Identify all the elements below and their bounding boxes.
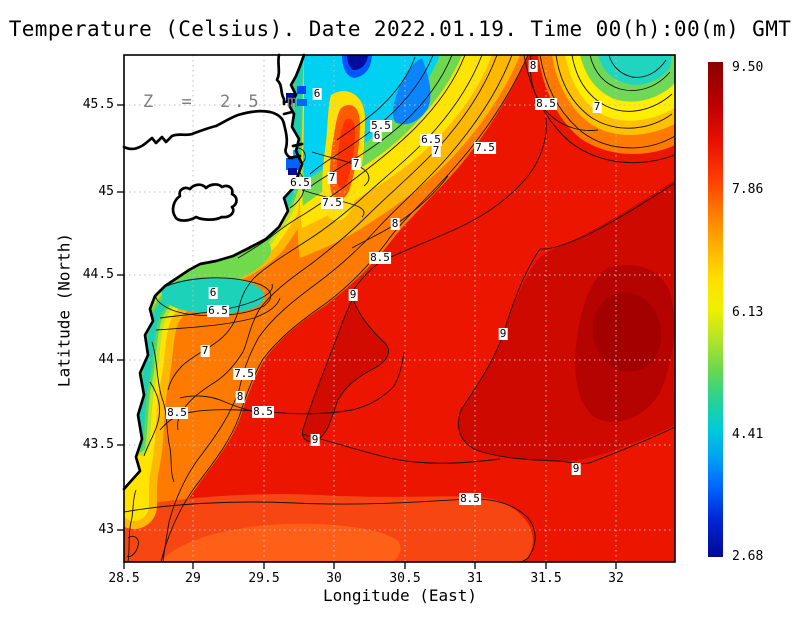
coastline <box>122 53 306 491</box>
plot-frame <box>123 54 676 563</box>
colorbar <box>708 62 723 557</box>
gridlines <box>124 55 675 562</box>
temperature-field <box>124 55 675 562</box>
contour-lines <box>124 55 675 562</box>
axis-tick-marks <box>117 104 617 569</box>
